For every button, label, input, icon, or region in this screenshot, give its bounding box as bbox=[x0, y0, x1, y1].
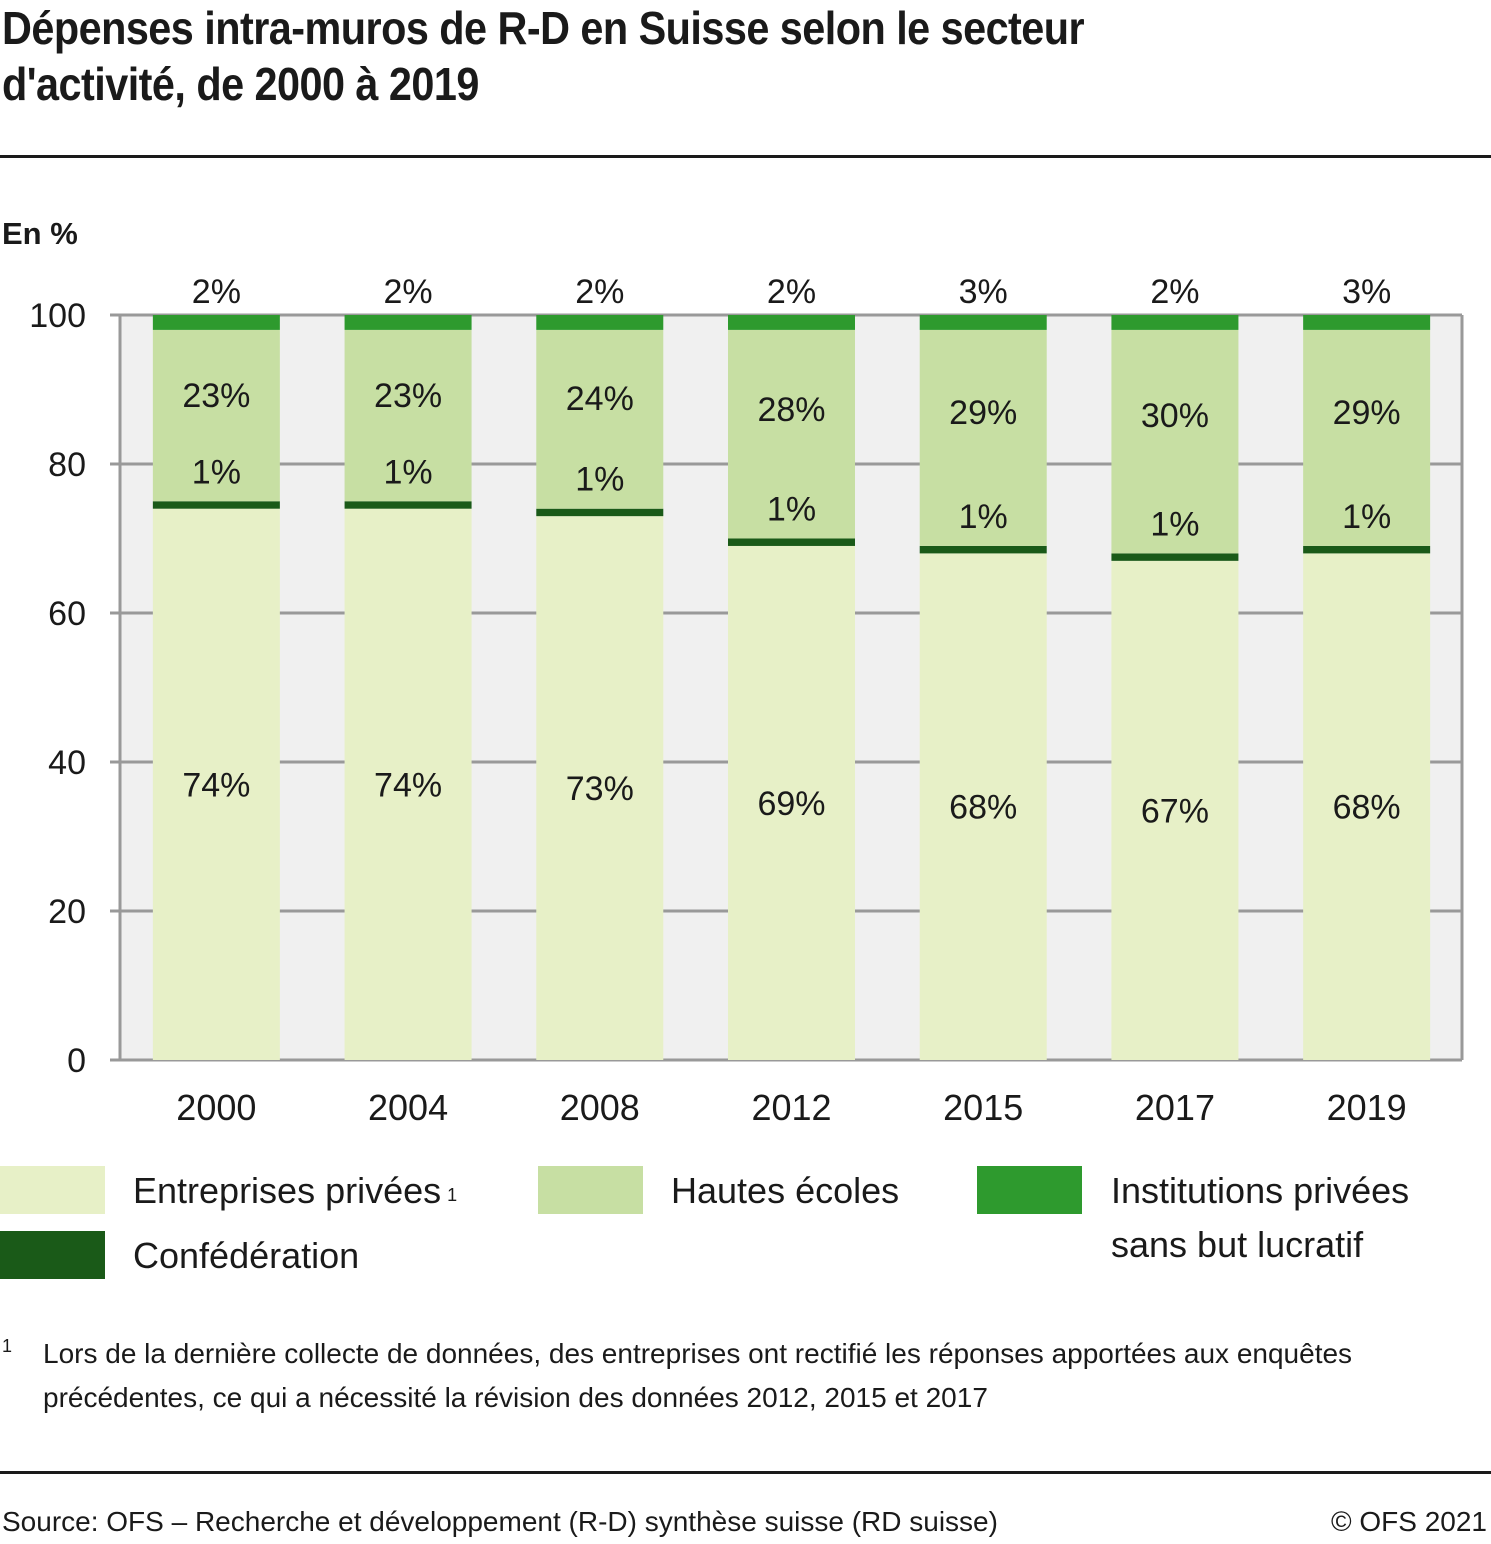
value-label-confederation-2000: 1% bbox=[192, 453, 241, 491]
bar-entreprises-2012 bbox=[728, 545, 855, 1060]
bar-confederation-2019 bbox=[1303, 545, 1431, 554]
legend-label-confederation: Confédération bbox=[133, 1235, 360, 1276]
legend-swatch-hautes-ecoles bbox=[538, 1166, 643, 1214]
stacked-bar-chart: 0 20 40 60 80 100 74% 1% 23% 2% 2000 74% 1% 23% 2% 2004… bbox=[29, 273, 1464, 1128]
bar-entreprises-2017 bbox=[1111, 560, 1239, 1060]
bar-entreprises-2019 bbox=[1303, 553, 1431, 1060]
value-label-entreprises-2017: 67% bbox=[1141, 792, 1209, 830]
chart-title-line-1: Dépenses intra-muros de R-D en Suisse se… bbox=[2, 2, 1085, 54]
value-label-confederation-2015: 1% bbox=[959, 498, 1008, 536]
value-label-institutions-2012: 2% bbox=[767, 273, 816, 311]
y-tick-label-40: 40 bbox=[48, 744, 86, 782]
bar-institutions-2000 bbox=[152, 315, 280, 330]
y-tick-label-20: 20 bbox=[48, 893, 86, 931]
value-label-confederation-2019: 1% bbox=[1342, 498, 1391, 536]
legend-swatch-institutions bbox=[977, 1166, 1082, 1214]
value-label-institutions-2008: 2% bbox=[575, 273, 624, 311]
legend-swatch-confederation bbox=[0, 1231, 105, 1279]
value-label-entreprises-2000: 74% bbox=[182, 766, 250, 804]
value-label-hautes-ecoles-2019: 29% bbox=[1333, 394, 1401, 432]
chart-title: Dépenses intra-muros de R-D en Suisse se… bbox=[2, 0, 1487, 112]
bar-entreprises-2015 bbox=[919, 553, 1047, 1060]
value-label-hautes-ecoles-2004: 23% bbox=[374, 377, 442, 415]
value-label-hautes-ecoles-2008: 24% bbox=[566, 380, 634, 418]
value-label-institutions-2000: 2% bbox=[192, 273, 241, 311]
title-divider bbox=[0, 155, 1491, 158]
value-label-entreprises-2008: 73% bbox=[566, 770, 634, 808]
bar-institutions-2012 bbox=[728, 315, 855, 330]
bar-hautes_ecoles-2000 bbox=[152, 329, 280, 502]
value-label-entreprises-2019: 68% bbox=[1333, 789, 1401, 827]
x-tick-label-2008: 2008 bbox=[560, 1087, 640, 1128]
bar-entreprises-2004 bbox=[344, 508, 472, 1060]
x-tick-label-2000: 2000 bbox=[176, 1087, 256, 1128]
footnote-text: Lors de la dernière collecte de données,… bbox=[43, 1338, 1353, 1413]
footnote-mark: 1 bbox=[2, 1336, 13, 1356]
value-label-hautes-ecoles-2000: 23% bbox=[182, 377, 250, 415]
value-label-entreprises-2015: 68% bbox=[949, 789, 1017, 827]
value-label-confederation-2008: 1% bbox=[575, 461, 624, 499]
legend-label-institutions-line-1: Institutions privées bbox=[1111, 1170, 1410, 1211]
bar-institutions-2017 bbox=[1111, 315, 1239, 330]
bar-institutions-2008 bbox=[536, 315, 664, 330]
x-tick-label-2019: 2019 bbox=[1327, 1087, 1407, 1128]
legend-swatch-entreprises bbox=[0, 1166, 105, 1214]
bar-institutions-2019 bbox=[1303, 315, 1431, 330]
bar-hautes_ecoles-2012 bbox=[728, 329, 855, 539]
footer-divider bbox=[0, 1471, 1491, 1474]
x-tick-label-2004: 2004 bbox=[368, 1087, 448, 1128]
bar-confederation-2000 bbox=[152, 501, 280, 509]
value-label-confederation-2017: 1% bbox=[1150, 505, 1199, 543]
value-label-hautes-ecoles-2017: 30% bbox=[1141, 397, 1209, 435]
y-axis-unit-label: En % bbox=[2, 216, 78, 251]
legend-label-entreprises-text: Entreprises privées bbox=[133, 1170, 442, 1211]
value-label-entreprises-2004: 74% bbox=[374, 766, 442, 804]
value-label-institutions-2004: 2% bbox=[384, 273, 433, 311]
y-tick-label-80: 80 bbox=[48, 446, 86, 484]
x-tick-label-2017: 2017 bbox=[1135, 1087, 1215, 1128]
chart-title-line-2: d'activité, de 2000 à 2019 bbox=[2, 58, 479, 110]
bar-hautes_ecoles-2015 bbox=[919, 329, 1047, 546]
value-label-confederation-2012: 1% bbox=[767, 491, 816, 529]
bar-confederation-2017 bbox=[1111, 553, 1239, 561]
bar-hautes_ecoles-2008 bbox=[536, 329, 664, 509]
bar-hautes_ecoles-2017 bbox=[1111, 329, 1239, 554]
value-label-institutions-2019: 3% bbox=[1342, 273, 1391, 311]
x-tick-label-2015: 2015 bbox=[943, 1087, 1023, 1128]
bar-entreprises-2008 bbox=[536, 516, 664, 1060]
bar-confederation-2008 bbox=[536, 508, 664, 517]
legend-label-hautes-ecoles: Hautes écoles bbox=[671, 1170, 900, 1211]
bar-confederation-2015 bbox=[919, 545, 1047, 554]
bar-confederation-2004 bbox=[344, 501, 472, 509]
bar-hautes_ecoles-2019 bbox=[1303, 329, 1431, 546]
y-tick-label-0: 0 bbox=[67, 1042, 86, 1080]
legend-label-institutions-line-2: sans but lucratif bbox=[1111, 1224, 1364, 1265]
y-tick-label-60: 60 bbox=[48, 595, 86, 633]
legend-label-institutions: Institutions privées sans but lucratif bbox=[1111, 1164, 1409, 1272]
value-label-entreprises-2012: 69% bbox=[757, 785, 825, 823]
value-label-hautes-ecoles-2015: 29% bbox=[949, 394, 1017, 432]
bar-institutions-2004 bbox=[344, 315, 472, 330]
bar-hautes_ecoles-2004 bbox=[344, 329, 472, 502]
legend-label-entreprises: Entreprises privées 1 bbox=[133, 1164, 457, 1218]
bar-institutions-2015 bbox=[919, 315, 1047, 330]
copyright-text: © OFS 2021 bbox=[1330, 1506, 1487, 1537]
value-label-institutions-2015: 3% bbox=[959, 273, 1008, 311]
value-label-confederation-2004: 1% bbox=[384, 453, 433, 491]
value-label-institutions-2017: 2% bbox=[1150, 273, 1199, 311]
source-text: Source: OFS – Recherche et développement… bbox=[2, 1506, 998, 1537]
bar-confederation-2012 bbox=[728, 538, 855, 546]
y-tick-label-100: 100 bbox=[29, 297, 86, 335]
x-tick-label-2012: 2012 bbox=[751, 1087, 831, 1128]
value-label-hautes-ecoles-2012: 28% bbox=[757, 391, 825, 429]
bar-entreprises-2000 bbox=[152, 508, 280, 1060]
footnote-reference: 1 bbox=[447, 1185, 458, 1205]
